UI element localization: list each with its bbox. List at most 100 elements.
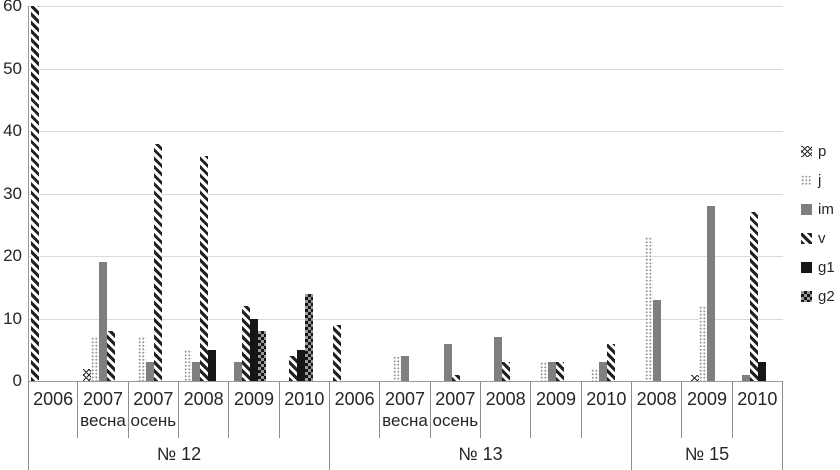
x-tick-year: 2006 [334, 389, 375, 409]
bar-im [401, 356, 410, 381]
x-tick-season: осень [130, 411, 177, 430]
bar-im [707, 206, 716, 381]
x-group-label: № 13 [458, 443, 503, 464]
x-tick-cell: 2009 [682, 381, 733, 438]
bar-v [556, 362, 565, 381]
x-tick-cell: 2008 [481, 381, 532, 438]
legend-item-g1: g1 [801, 258, 835, 276]
bar-v [288, 356, 297, 381]
x-tick-year: 2010 [586, 389, 627, 409]
bar-v [451, 374, 460, 381]
legend-item-v: v [801, 229, 835, 247]
legend-item-j: j [801, 171, 835, 189]
x-group-label: № 12 [156, 443, 202, 464]
bar-g2 [304, 293, 313, 381]
bar-im [653, 299, 662, 381]
y-tick-label: 0 [12, 371, 22, 390]
bar-im [494, 337, 503, 381]
bar-group-cell [78, 0, 128, 381]
bar-im [741, 374, 750, 381]
legend: p j im v g1 g2 [801, 142, 835, 305]
x-tick-cell: 2010 [733, 381, 783, 438]
bar-group-cell [380, 0, 430, 381]
x-tick-year: 2006 [33, 389, 74, 409]
bar-im [234, 362, 243, 381]
legend-swatch-g1-icon [801, 261, 812, 273]
x-group-cell: № 15 [632, 438, 783, 470]
y-tick-label: 40 [3, 121, 22, 140]
bar-group-cell [330, 0, 380, 381]
bar-group-cell [481, 0, 531, 381]
bar-j [540, 362, 549, 381]
bar-v [31, 6, 39, 381]
bar-group-cell [280, 0, 330, 381]
bar-im [598, 362, 607, 381]
bar-j [590, 368, 599, 381]
bar-group-cell [733, 0, 783, 381]
y-axis-line [28, 6, 29, 381]
x-tick-year: 2009 [233, 389, 275, 409]
gridline [28, 68, 783, 70]
x-tick-season: весна [80, 411, 126, 430]
bar-group-cell [431, 0, 481, 381]
y-tick-label: 30 [3, 183, 22, 203]
legend-swatch-g2-icon [801, 290, 812, 302]
legend-swatch-p-icon [801, 145, 812, 157]
bar-g2 [258, 331, 267, 381]
x-tick-year: 2009 [686, 389, 728, 409]
bar-j [137, 337, 146, 381]
bar-p [83, 368, 92, 381]
x-tick-year: 2007 [435, 389, 476, 409]
x-tick-year: 2009 [535, 389, 577, 409]
x-group-cell: № 13 [330, 438, 632, 470]
bar-g1 [250, 318, 259, 381]
x-tick-year: 2010 [737, 389, 778, 409]
x-tick-cell: 2007 осень [431, 381, 481, 438]
x-tick-year: 2007 [82, 389, 124, 409]
legend-label: v [818, 229, 826, 247]
x-tick-year: 2008 [636, 389, 677, 409]
bar-group-cell [682, 0, 732, 381]
legend-swatch-v-icon [801, 232, 812, 244]
x-tick-cell: 2010 [280, 381, 330, 438]
x-tick-year: 2008 [183, 389, 224, 409]
bar-j [91, 337, 100, 381]
x-tick-cell: 2008 [179, 381, 230, 438]
bar-v [242, 306, 251, 381]
y-tick-label: 60 [3, 0, 22, 15]
bar-im [145, 362, 154, 381]
gridline [28, 256, 783, 257]
bar-group-cell [582, 0, 632, 381]
x-tick-cell: 2008 [632, 381, 683, 438]
x-tick-cell: 2007 осень [129, 381, 179, 438]
legend-label: g1 [818, 258, 835, 276]
bar-v [153, 143, 162, 381]
bar-group-cell [179, 0, 229, 381]
y-tick-label: 20 [3, 246, 22, 265]
legend-swatch-j-icon [801, 174, 812, 186]
legend-swatch-im-icon [801, 203, 812, 215]
x-axis-line [28, 381, 783, 382]
bar-j [184, 349, 193, 381]
x-tick-year: 2008 [485, 389, 526, 409]
legend-item-p: p [801, 142, 835, 160]
x-tick-year: 2007 [384, 389, 426, 409]
bar-v [606, 343, 615, 381]
bar-j [393, 356, 402, 381]
bar-g1 [208, 349, 217, 381]
x-tick-cell: 2010 [582, 381, 632, 438]
x-group-cell: № 12 [28, 438, 330, 470]
x-group-label: № 15 [684, 443, 730, 464]
gridline [28, 318, 783, 320]
bar-im [99, 262, 108, 381]
bar-im [548, 362, 557, 381]
x-tick-cell: 2009 [229, 381, 280, 438]
bar-v [502, 362, 511, 381]
bar-p [691, 374, 700, 381]
bar-im [192, 362, 201, 381]
bar-v [200, 156, 209, 381]
x-tick-year: 2007 [133, 389, 174, 409]
x-tick-cell: 2007 весна [78, 381, 129, 438]
x-tick-cell: 2006 [28, 381, 79, 438]
